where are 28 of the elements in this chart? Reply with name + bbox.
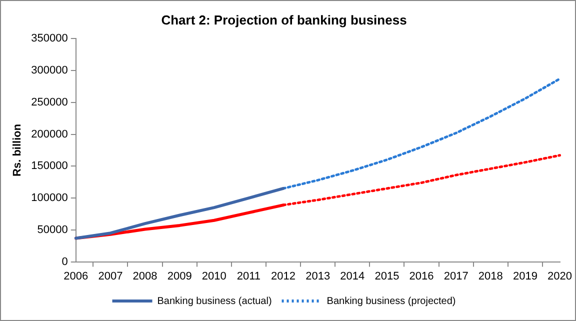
y-tick-label: 250000 — [31, 96, 68, 108]
x-tick-label: 2008 — [132, 270, 158, 282]
x-tick-label: 2013 — [306, 270, 330, 282]
x-tick-label: 2007 — [98, 270, 123, 282]
x-tick-label: 2006 — [64, 270, 88, 282]
y-axis-title: Rs. billion — [12, 124, 24, 176]
y-tick-label: 300000 — [31, 64, 68, 77]
x-tick-label: 2012 — [271, 270, 296, 282]
x-tick-label: 2016 — [409, 270, 434, 282]
x-tick-label: 2018 — [478, 270, 503, 282]
y-tick-label: 200000 — [31, 128, 68, 140]
legend-label: Banking business (actual) — [157, 296, 272, 307]
x-tick-label: 2011 — [236, 270, 261, 282]
y-tick-label: 350000 — [31, 32, 68, 45]
x-tick-label: 2014 — [340, 270, 365, 282]
line-series — [282, 78, 562, 190]
chart-title: Chart 2: Projection of banking business — [161, 12, 407, 28]
x-tick-label: 2019 — [512, 270, 538, 282]
x-tick-label: 2017 — [444, 270, 468, 282]
x-tick-label: 2009 — [167, 270, 192, 282]
y-tick-label: 0 — [62, 256, 68, 268]
x-tick-label: 2020 — [548, 270, 572, 282]
y-tick-label: 150000 — [31, 160, 68, 172]
y-tick-label: 50000 — [37, 224, 68, 236]
legend-label: Banking business (projected) — [326, 296, 456, 307]
x-tick-label: 2010 — [202, 270, 226, 282]
x-tick-label: 2015 — [374, 270, 400, 282]
y-tick-label: 100000 — [31, 192, 68, 204]
